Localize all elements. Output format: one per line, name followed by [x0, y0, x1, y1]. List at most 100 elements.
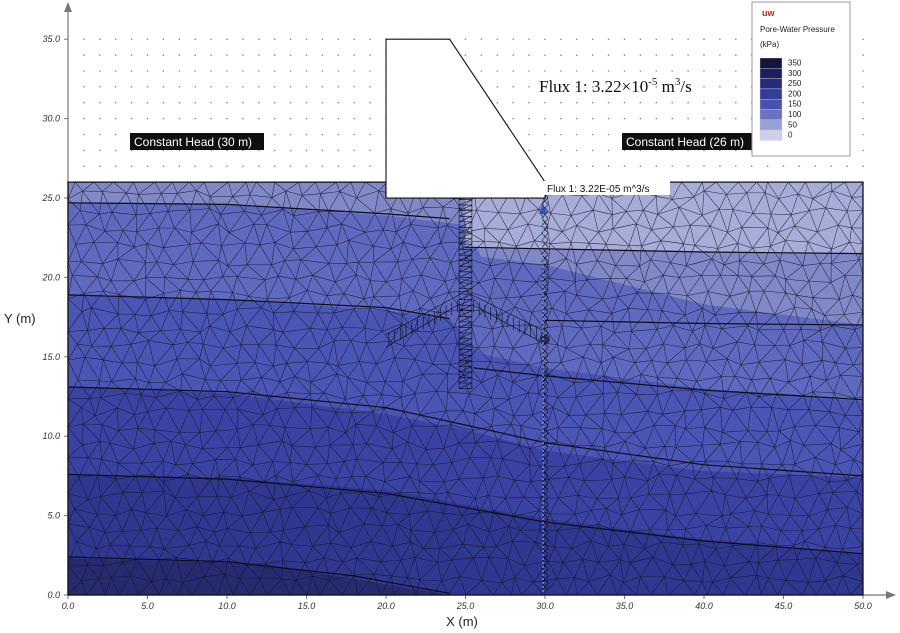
grid-dot	[512, 70, 514, 72]
grid-dot	[146, 54, 149, 56]
grid-dot	[210, 165, 212, 167]
grid-dot	[591, 117, 594, 120]
grid-dot	[146, 165, 149, 167]
legend-swatch	[759, 119, 783, 131]
grid-dot	[369, 101, 371, 104]
grid-dot	[337, 117, 340, 120]
grid-dot	[273, 165, 276, 167]
grid-dot	[242, 86, 244, 88]
grid-dot	[544, 133, 546, 136]
grid-dot	[83, 70, 85, 72]
grid-dot	[273, 133, 276, 136]
grid-dot	[719, 117, 721, 120]
grid-dot	[623, 38, 626, 40]
grid-dot	[114, 117, 117, 120]
grid-dot	[273, 149, 276, 152]
grid-dot	[178, 165, 181, 167]
grid-dot	[337, 149, 340, 152]
grid-dot	[576, 133, 578, 136]
grid-dot	[99, 38, 101, 40]
grid-dot	[162, 165, 165, 167]
grid-dot	[528, 149, 530, 152]
grid-dot	[242, 101, 244, 104]
grid-dot	[321, 133, 324, 136]
grid-dot	[576, 38, 578, 40]
flux-big-unit-exponent: 3	[675, 76, 681, 88]
grid-dot	[353, 54, 356, 56]
grid-dot	[687, 70, 689, 72]
grid-dot	[544, 165, 546, 167]
grid-dot	[703, 165, 705, 167]
grid-dot	[305, 149, 308, 152]
grid-dot	[321, 70, 324, 72]
grid-dot	[210, 101, 212, 104]
grid-dot	[258, 70, 260, 72]
grid-dot	[591, 38, 594, 40]
grid-dot	[194, 86, 196, 88]
grid-dot	[83, 38, 85, 40]
grid-dot	[273, 70, 276, 72]
grid-dot	[83, 101, 85, 104]
grid-dot	[735, 165, 737, 167]
grid-dot	[210, 86, 212, 88]
grid-dot	[289, 54, 292, 56]
grid-dot	[353, 86, 356, 88]
grid-dot	[146, 86, 149, 88]
grid-dot	[114, 133, 117, 136]
grid-dot	[210, 117, 212, 120]
grid-dot	[623, 117, 626, 120]
grid-dot	[114, 86, 117, 88]
grid-dot	[194, 70, 196, 72]
grid-dot	[862, 101, 864, 104]
legend-label: 100	[788, 110, 802, 119]
y-tick-label: 30.0	[42, 114, 60, 124]
grid-dot	[862, 117, 864, 120]
grid-dot	[273, 54, 276, 56]
flux-small-label-bg	[544, 181, 670, 195]
grid-dot	[687, 117, 689, 120]
grid-dot	[194, 117, 196, 120]
legend-swatch	[759, 78, 783, 90]
grid-dot	[305, 117, 308, 120]
grid-dot	[703, 117, 705, 120]
grid-dot	[639, 38, 642, 40]
grid-dot	[321, 38, 324, 40]
contour-band	[68, 182, 863, 595]
grid-dot	[687, 38, 689, 40]
grid-dot	[576, 165, 578, 167]
grid-dot	[258, 101, 260, 104]
legend-swatch	[759, 98, 783, 110]
grid-dot	[655, 101, 658, 104]
grid-dot	[735, 117, 737, 120]
flux-big-label: Flux 1: 3.22×10-5 m3/s	[539, 76, 692, 96]
flux-big-exponent: -5	[648, 76, 658, 88]
y-tick-label: 25.0	[41, 193, 60, 203]
grid-dot	[194, 54, 196, 56]
region-boundary-line	[68, 386, 863, 477]
grid-dot	[719, 101, 721, 104]
grid-dot	[130, 117, 133, 120]
grid-dot	[321, 86, 324, 88]
x-tick-label: 45.0	[775, 601, 793, 611]
grid-dot	[544, 149, 546, 152]
grid-dot	[305, 86, 308, 88]
grid-dot	[671, 54, 673, 56]
grid-dot	[369, 38, 371, 40]
flux-big-unit: m	[657, 77, 674, 96]
grid-dot	[496, 86, 499, 88]
x-tick-label: 40.0	[695, 601, 713, 611]
flux-small-label: Flux 1: 3.22E-05 m^3/s	[547, 184, 650, 195]
grid-dot	[99, 117, 101, 120]
grid-dot	[560, 149, 562, 152]
refined-mesh-zones	[385, 193, 550, 591]
grid-dot	[671, 86, 673, 88]
grid-dot	[862, 165, 864, 167]
grid-dot	[655, 70, 658, 72]
grid-dot	[305, 54, 308, 56]
grid-dot	[130, 101, 133, 104]
grid-dot	[369, 117, 371, 120]
grid-dot	[591, 54, 594, 56]
grid-dot	[464, 54, 467, 56]
grid-dot	[576, 86, 578, 88]
